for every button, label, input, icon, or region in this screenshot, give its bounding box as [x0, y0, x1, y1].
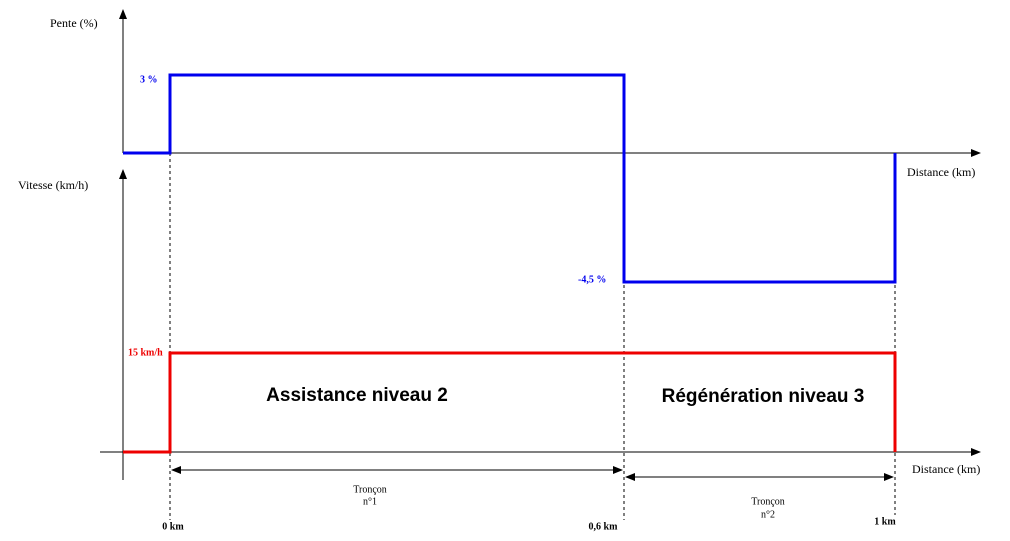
- speed-curve: [123, 351, 897, 454]
- section-label: n°2: [761, 509, 775, 520]
- level-label: 15 km/h: [128, 347, 163, 358]
- distance-mark: 1 km: [874, 516, 896, 527]
- section-label: Tronçon: [353, 484, 387, 495]
- zone-label: Assistance niveau 2: [266, 385, 448, 406]
- distance-mark: 0,6 km: [589, 521, 619, 532]
- axis-label: Vitesse (km/h): [18, 178, 88, 192]
- distance-mark: 0 km: [162, 521, 184, 532]
- section-label: Tronçon: [751, 496, 785, 507]
- section-label: n°1: [363, 496, 377, 507]
- axis-label: Distance (km): [912, 462, 980, 476]
- level-label: -4,5 %: [578, 274, 606, 285]
- zone-label: Régénération niveau 3: [662, 386, 865, 407]
- slope-curve: [123, 73, 897, 284]
- level-label: 3 %: [140, 74, 158, 85]
- axis-label: Pente (%): [50, 16, 98, 30]
- axis-label: Distance (km): [907, 165, 975, 179]
